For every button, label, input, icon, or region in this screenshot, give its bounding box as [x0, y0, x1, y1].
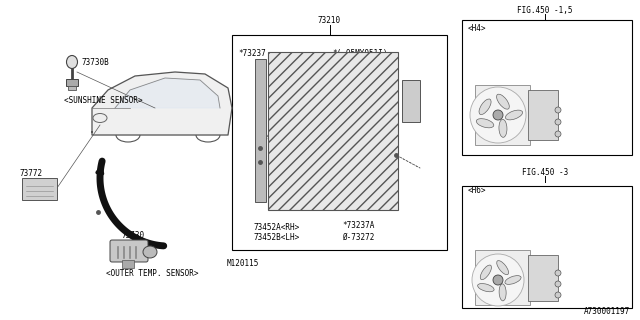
Bar [255, 59, 266, 202]
Ellipse shape [67, 55, 77, 68]
Text: <H4>: <H4> [468, 23, 486, 33]
Bar [268, 52, 398, 210]
Circle shape [555, 270, 561, 276]
Circle shape [555, 107, 561, 113]
Circle shape [470, 87, 526, 143]
Bar [402, 80, 420, 122]
Ellipse shape [499, 284, 506, 301]
Ellipse shape [477, 284, 494, 292]
Text: 73452B<LH>: 73452B<LH> [254, 234, 300, 243]
Text: <H6>: <H6> [468, 186, 486, 195]
Text: FIG.450 -1,5: FIG.450 -1,5 [517, 5, 573, 14]
Text: FIG.450 -3: FIG.450 -3 [522, 167, 568, 177]
Circle shape [555, 281, 561, 287]
Circle shape [493, 275, 503, 285]
Bar [462, 20, 632, 155]
FancyBboxPatch shape [22, 178, 57, 200]
Ellipse shape [143, 246, 157, 258]
Text: 73210: 73210 [318, 16, 341, 25]
Ellipse shape [497, 260, 509, 275]
FancyBboxPatch shape [110, 240, 148, 262]
Text: <OUTER TEMP. SENSOR>: <OUTER TEMP. SENSOR> [106, 269, 198, 278]
Ellipse shape [476, 119, 494, 128]
Text: *73237: *73237 [238, 49, 266, 58]
Text: 73772: 73772 [20, 169, 43, 178]
Ellipse shape [497, 94, 509, 109]
Circle shape [472, 254, 524, 306]
Bar [528, 90, 558, 140]
Bar [475, 85, 530, 145]
Ellipse shape [506, 110, 523, 120]
Text: *73237A: *73237A [342, 220, 374, 229]
Bar [528, 255, 558, 301]
Ellipse shape [479, 99, 491, 115]
Text: 73730: 73730 [122, 231, 145, 241]
Ellipse shape [505, 276, 521, 284]
Polygon shape [92, 72, 232, 135]
Text: 73452A<RH>: 73452A<RH> [254, 223, 300, 233]
Bar [232, 35, 447, 250]
Circle shape [493, 110, 503, 120]
Bar [66, 79, 78, 86]
Bar [462, 186, 632, 308]
Circle shape [555, 292, 561, 298]
Ellipse shape [480, 265, 492, 280]
Text: 73730B: 73730B [82, 58, 109, 67]
Text: M120115: M120115 [227, 259, 259, 268]
Text: A730001197: A730001197 [584, 308, 630, 316]
Text: Ø-73272: Ø-73272 [342, 233, 374, 242]
Ellipse shape [93, 114, 107, 123]
Polygon shape [115, 78, 220, 108]
Text: <SUNSHINE SENSOR>: <SUNSHINE SENSOR> [64, 95, 143, 105]
Bar [475, 250, 530, 305]
Circle shape [555, 131, 561, 137]
Bar [68, 86, 76, 90]
Text: *(-05MY051I): *(-05MY051I) [332, 49, 387, 58]
Ellipse shape [499, 119, 507, 137]
Circle shape [555, 119, 561, 125]
Bar [122, 260, 134, 268]
